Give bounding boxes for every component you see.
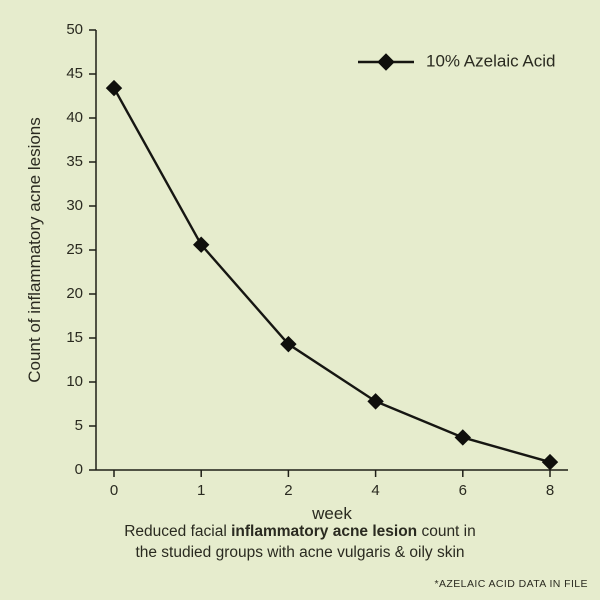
y-tick-label: 35	[66, 153, 83, 170]
legend-label: 10% Azelaic Acid	[426, 51, 555, 70]
y-tick-label: 25	[66, 241, 83, 258]
y-tick-label: 20	[66, 285, 83, 302]
caption-line: Reduced facial inflammatory acne lesion …	[0, 522, 600, 543]
y-tick-label: 5	[75, 417, 83, 434]
x-axis-title: week	[311, 504, 352, 523]
y-tick-label: 10	[66, 373, 83, 390]
y-tick-label: 40	[66, 109, 83, 126]
x-tick-label: 6	[459, 482, 467, 499]
x-tick-label: 0	[110, 482, 118, 499]
x-tick-label: 1	[197, 482, 205, 499]
x-tick-label: 4	[371, 482, 379, 499]
caption-line: the studied groups with acne vulgaris & …	[0, 543, 600, 564]
y-tick-label: 15	[66, 329, 83, 346]
x-tick-label: 8	[546, 482, 554, 499]
chart-stage: 0 5 10 15 20 25 30 35 40 45 50 0 1 2 4 6 8 Count of infla…	[0, 0, 600, 600]
y-tick-label: 30	[66, 197, 83, 214]
y-tick-label: 0	[75, 461, 83, 478]
x-tick-label: 2	[284, 482, 292, 499]
chart-svg: 0 5 10 15 20 25 30 35 40 45 50 0 1 2 4 6 8 Count of infla…	[0, 0, 600, 600]
footnote: *AZELAIC ACID DATA IN FILE	[435, 578, 589, 590]
y-axis-title: Count of inflammatory acne lesions	[25, 117, 44, 383]
caption: Reduced facial inflammatory acne lesion …	[0, 522, 600, 564]
y-tick-label: 45	[66, 65, 83, 82]
y-tick-label: 50	[66, 21, 83, 38]
